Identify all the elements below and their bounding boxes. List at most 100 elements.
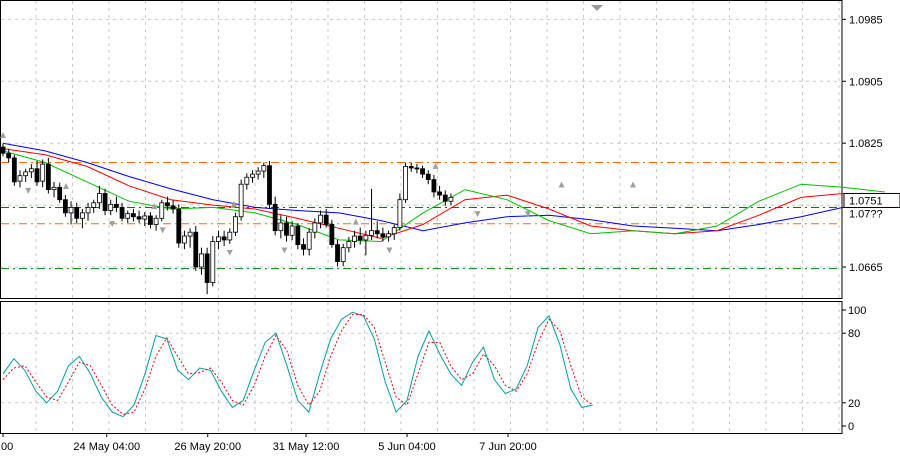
candle-body [45,163,51,191]
candle-body [318,214,323,224]
candle-body [108,203,114,211]
candle-body [176,208,182,244]
candle-body [414,167,420,170]
candle-body [267,165,272,205]
candle-body [357,235,363,241]
candle-body [62,199,68,214]
candle-body [210,241,216,283]
candle-body [420,168,425,175]
time-tick-label: 7 Jun 20:00 [479,441,537,453]
candle-body [425,173,431,180]
stoch-tick-label: 80 [848,328,860,340]
fractal-down-marker [25,187,32,194]
price-tick-label: 1.0825 [849,138,883,150]
time-tick-label: 31 May 12:00 [273,441,340,453]
time-tick-label: 26 May 20:00 [174,441,241,453]
candle-body [431,179,437,193]
candle-body [352,235,357,242]
candle-body [346,241,352,249]
candle-body [295,225,301,245]
time-tick-label: 5 Jun 04:00 [378,441,436,453]
main-grid [0,0,843,434]
candle-body [216,236,221,242]
candles [0,143,454,295]
candle-body [272,203,278,232]
price-tick-label: 1.0665 [849,262,883,274]
fractal-up-marker [630,181,636,188]
candle-body [85,207,91,214]
partial-price-label: 1.07?? [849,208,883,220]
moving-average-line [2,148,886,239]
candle-body [165,202,170,207]
fractal-up-marker [352,218,359,225]
fractal-up-marker [151,203,158,210]
candle-body [91,202,97,208]
stoch-tick-label: 0 [848,421,854,433]
candle-body [102,193,108,211]
candle-body [221,236,227,241]
candle-body [119,207,125,219]
candle-body [40,163,46,182]
stoch-tick-label: 20 [848,398,860,410]
candle-body [153,217,159,225]
candle-body [329,224,335,245]
candle-body [23,171,29,177]
candle-body [68,207,74,214]
candle-body [363,234,369,241]
time-tick-label: 24 May 04:00 [73,441,140,453]
candle-body [369,230,374,236]
candle-body [114,203,119,208]
candle-body [244,176,250,185]
candle-body [182,235,187,244]
candle-body [397,199,403,228]
candle-body [391,227,397,235]
price-tick-label: 1.0985 [849,14,883,26]
candle-body [79,212,85,219]
stochastic-line [2,314,593,415]
candle-body [250,173,255,178]
candle-body [374,230,380,235]
main-panel-frame [0,0,843,299]
candle-body [284,222,289,236]
candle-body [408,166,414,169]
candle-body [159,202,165,219]
candle-body [125,213,131,219]
fractal-up-marker [432,162,439,169]
candle-body [142,215,148,220]
candle-body [255,170,261,175]
candle-body [17,175,23,182]
fractal-down-marker [281,247,288,254]
candle-body [335,244,340,263]
candle-body [199,253,204,268]
candle-body [301,244,306,250]
fractal-markers [0,131,636,256]
stochastic-panel: 100 80 20 0 [2,305,866,433]
candle-body [204,253,210,283]
candle-body [6,152,12,159]
current-price-box [843,192,900,208]
fractal-up-marker [63,183,69,190]
candle-body [403,166,408,201]
price-tick-label: 1.0905 [849,76,883,88]
chart-shift-icon[interactable] [591,5,603,11]
stochastic-line [2,311,593,418]
candle-body [312,222,318,233]
fractal-down-marker [525,211,531,218]
fractal-down-marker [109,221,116,228]
candle-body [437,191,442,196]
candle-body [11,157,17,183]
candle-body [238,183,244,218]
level-lines [1,162,842,270]
time-axis: 00 24 May 04:00 26 May 20:00 31 May 12:00 5 … [1,433,537,453]
current-price-label: 1.0751 [849,195,883,207]
candle-body [386,233,391,238]
candle-body [306,231,312,250]
candle-body [261,165,267,172]
candle-body [0,146,6,154]
stoch-tick-label: 100 [848,305,866,317]
fractal-down-marker [474,211,481,218]
candle-body [136,216,142,220]
candle-body [96,193,102,204]
